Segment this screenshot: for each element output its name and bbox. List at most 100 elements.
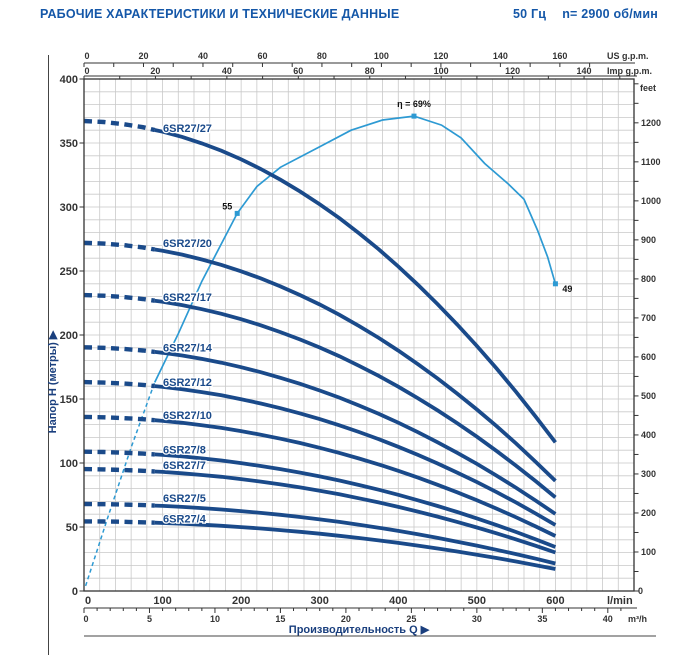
imp-gpm-axis: 0 20 40 60 80 100 120 140 (83, 66, 621, 79)
axis-tick-label: 40 (222, 66, 232, 76)
pump-curve-solid (154, 469, 557, 555)
pump-curve-solid (154, 128, 557, 444)
pump-curve-label: 6SR27/7 (163, 460, 206, 472)
axis-tick-label: 1200 (641, 118, 661, 128)
axis-tick-label: 100 (60, 458, 78, 470)
axis-tick-label: 0 (638, 586, 643, 596)
axis-tick-label: 10 (210, 614, 220, 624)
page-header: РАБОЧИЕ ХАРАКТЕРИСТИКИ И ТЕХНИЧЕСКИЕ ДАН… (40, 7, 658, 21)
pump-curve-6SR27-10: 6SR27/10 (83, 409, 557, 538)
axis-tick-label: 5 (147, 614, 152, 624)
pump-curve-solid (154, 350, 557, 516)
axis-tick-label: 500 (641, 391, 656, 401)
pump-curve-dashed (83, 379, 155, 389)
pump-curve-6SR27-12: 6SR27/12 (83, 376, 557, 527)
axis-tick-label: 900 (641, 235, 656, 245)
axis-tick-label: 140 (577, 66, 592, 76)
lmin-unit-label: l/min (607, 595, 633, 607)
axis-tick-label: 20 (150, 66, 160, 76)
axis-tick-label: 160 (552, 51, 567, 61)
axis-tick-label: 100 (374, 51, 389, 61)
axis-tick-label: 60 (293, 66, 303, 76)
axis-tick-label: 40 (198, 51, 208, 61)
axis-tick-label: 800 (641, 274, 656, 284)
x-axis-title: Производительность Q ▶ (289, 624, 430, 636)
axis-tick-label: 50 (66, 522, 78, 534)
pump-curve-dashed (83, 449, 155, 457)
feet-unit-label: feet (640, 83, 656, 93)
efficiency-marker-label: 49 (562, 284, 572, 294)
axis-tick-label: 0 (83, 614, 88, 624)
axis-tick-label: 80 (365, 66, 375, 76)
axis-tick-label: 250 (60, 266, 78, 278)
axis-tick-label: 400 (389, 595, 407, 607)
axis-tick-label: 300 (641, 469, 656, 479)
axis-tick-label: 140 (493, 51, 508, 61)
pump-curve-label: 6SR27/8 (163, 445, 206, 457)
pump-curve-solid (154, 384, 557, 527)
pump-curve-6SR27-5: 6SR27/5 (83, 492, 556, 566)
pump-curve-dashed (83, 519, 155, 525)
pump-curve-solid (154, 247, 557, 483)
axis-tick-label: 400 (641, 430, 656, 440)
efficiency-marker-label: 55 (222, 201, 232, 211)
us-gpm-unit-label: US g.p.m. (607, 51, 649, 61)
axis-tick-label: 700 (641, 313, 656, 323)
pump-curve-solid (154, 520, 556, 571)
pump-curve-6SR27-4: 6SR27/4 (83, 512, 556, 571)
feet-axis: 100 200 300 400 500 600 700 800 900 1000 1100 1200 0 (634, 83, 661, 596)
pump-curve-dashed (83, 466, 155, 474)
lmin-axis: 0 100 200 300 400 500 600 (85, 595, 565, 607)
axis-tick-label: 150 (60, 394, 78, 406)
axis-tick-label: 200 (232, 595, 250, 607)
pump-curve-dashed (83, 240, 156, 252)
pump-curve-dashed (83, 118, 156, 133)
axis-tick-label: 400 (60, 74, 78, 86)
axis-tick-label: 30 (472, 614, 482, 624)
axis-tick-label: 1000 (641, 196, 661, 206)
us-gpm-axis: 0 20 40 60 80 100 120 140 160 (83, 51, 591, 67)
axis-tick-label: 35 (537, 614, 547, 624)
axis-tick-label: 200 (641, 508, 656, 518)
pump-curve-label: 6SR27/20 (163, 238, 212, 250)
efficiency-curve-solid (153, 115, 557, 383)
axis-tick-label: 0 (84, 66, 89, 76)
axis-tick-label: 300 (311, 595, 329, 607)
pump-curve-label: 6SR27/4 (163, 513, 207, 525)
axis-tick-label: 350 (60, 138, 78, 150)
pump-curve-solid (154, 298, 557, 499)
head-axis-m: 0 50 100 150 200 250 300 350 400 (60, 74, 84, 598)
pump-curve-dashed (83, 501, 155, 508)
pump-curve-6SR27-7: 6SR27/7 (83, 459, 557, 555)
axis-tick-label: 60 (257, 51, 267, 61)
pump-curve-6SR27-8: 6SR27/8 (83, 443, 557, 549)
axis-tick-label: 0 (85, 595, 91, 607)
efficiency-marker (234, 210, 240, 216)
axis-tick-label: 20 (138, 51, 148, 61)
pump-curve-solid (154, 503, 556, 566)
axis-tick-label: 100 (434, 66, 449, 76)
pump-curve-6SR27-27: 6SR27/27 (83, 118, 557, 444)
axis-tick-label: 80 (317, 51, 327, 61)
axis-tick-label: 1100 (641, 157, 661, 167)
pump-curve-label: 6SR27/12 (163, 377, 212, 389)
pump-curve-label: 6SR27/5 (163, 493, 206, 505)
efficiency-curve (84, 115, 557, 587)
axis-tick-label: 40 (603, 614, 613, 624)
page-title: РАБОЧИЕ ХАРАКТЕРИСТИКИ И ТЕХНИЧЕСКИЕ ДАН… (40, 7, 400, 21)
efficiency-markers: 55 η = 69% 49 (222, 99, 572, 294)
axis-tick-label: 100 (641, 547, 656, 557)
pump-curve-6SR27-20: 6SR27/20 (83, 237, 557, 483)
axis-tick-label: 600 (641, 352, 656, 362)
axis-tick-label: 120 (505, 66, 520, 76)
axis-tick-label: 600 (546, 595, 564, 607)
y-axis-title: Напор H (метры) ▶ (47, 330, 59, 433)
pump-curve-label: 6SR27/14 (163, 342, 213, 354)
pump-curve-solid (154, 452, 557, 549)
pump-curve-dashed (83, 292, 156, 303)
plot-frame (83, 78, 635, 592)
pump-curve-6SR27-14: 6SR27/14 (83, 341, 557, 516)
efficiency-curve-dashed (84, 382, 156, 587)
